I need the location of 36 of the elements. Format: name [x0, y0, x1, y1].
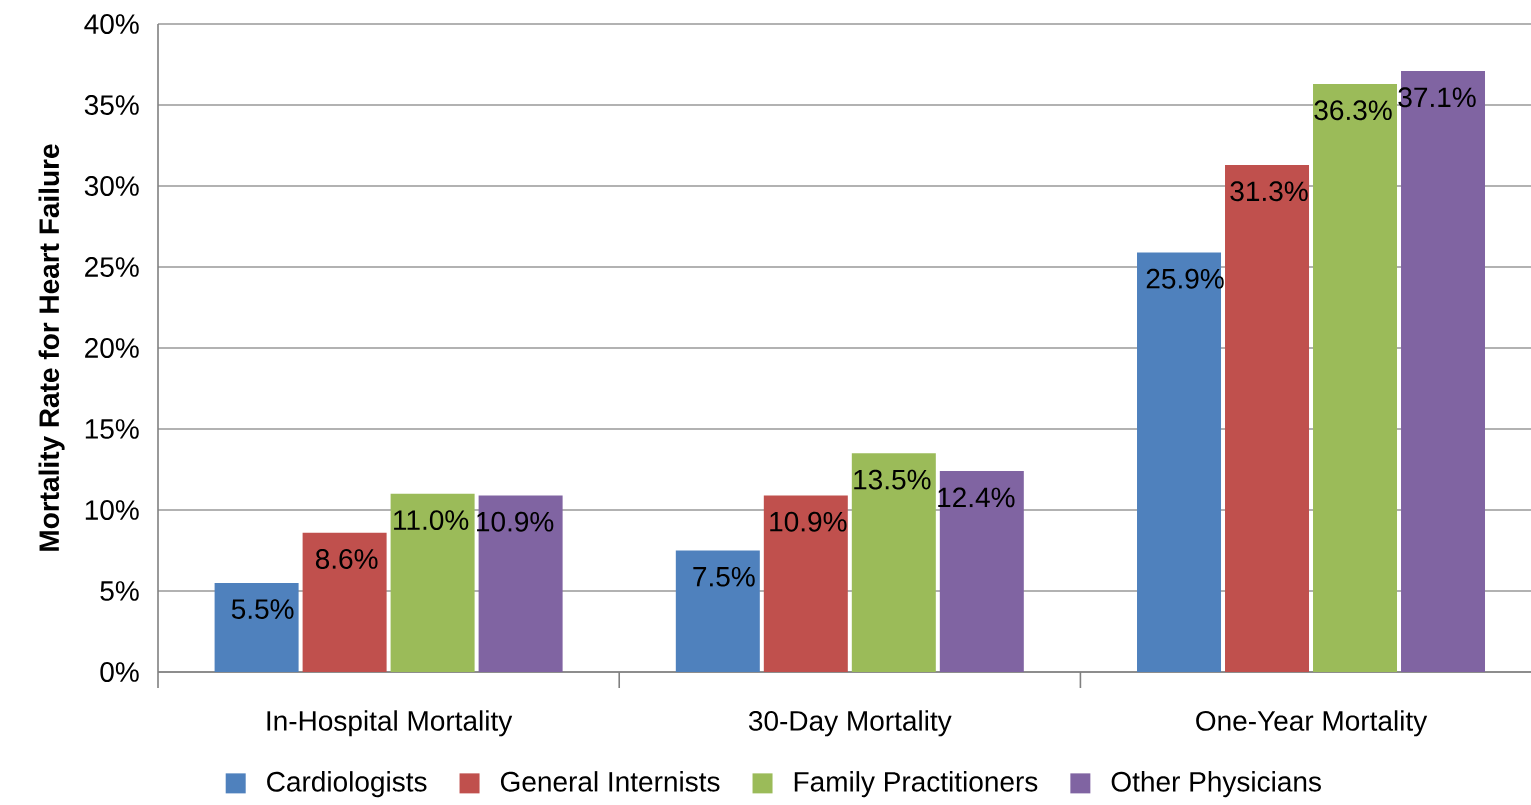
y-tick-label: 10%: [85, 500, 139, 520]
legend-label: Family Practitioners: [794, 771, 1038, 798]
data-label: 10.9%: [770, 511, 847, 532]
x-tick-label: 30-Day Mortality: [748, 710, 952, 737]
y-tick-label: 35%: [84, 95, 139, 115]
bar: [302, 532, 387, 672]
legend-label: Other Physicians: [1111, 771, 1321, 798]
data-label: 31.3%: [1230, 181, 1308, 202]
y-axis-title: Mortality Rate for Heart Failure: [38, 144, 65, 551]
bar: [1313, 83, 1398, 672]
data-label: 7.5%: [693, 566, 755, 587]
data-label: 36.3%: [1314, 100, 1392, 121]
bar: [763, 495, 848, 672]
y-tick-label: 5%: [100, 581, 139, 601]
bar: [939, 471, 1024, 672]
data-label: 13.5%: [854, 469, 931, 490]
legend-label: General Internists: [500, 771, 720, 792]
y-tick-label: 40%: [84, 14, 139, 34]
data-label: 8.6%: [315, 549, 378, 569]
bar: [851, 453, 936, 672]
bar: [390, 493, 475, 672]
y-tick-label: 25%: [85, 257, 139, 277]
x-tick-label: One-Year Mortality: [1196, 710, 1428, 737]
legend-label: Cardiologists: [267, 771, 427, 798]
data-label: 11.0%: [394, 510, 469, 531]
data-label: 5.5%: [231, 599, 294, 620]
y-tick-label: 20%: [85, 338, 139, 358]
y-tick-label: 0%: [100, 662, 139, 682]
bar: [478, 495, 563, 672]
bar: [1137, 252, 1222, 672]
bar: [675, 550, 760, 672]
bar: [214, 582, 299, 672]
x-tick-label: In-Hospital Mortality: [267, 710, 513, 737]
y-tick-label: 30%: [84, 176, 139, 196]
y-tick-label: 15%: [85, 419, 139, 439]
bar: [1225, 164, 1310, 672]
